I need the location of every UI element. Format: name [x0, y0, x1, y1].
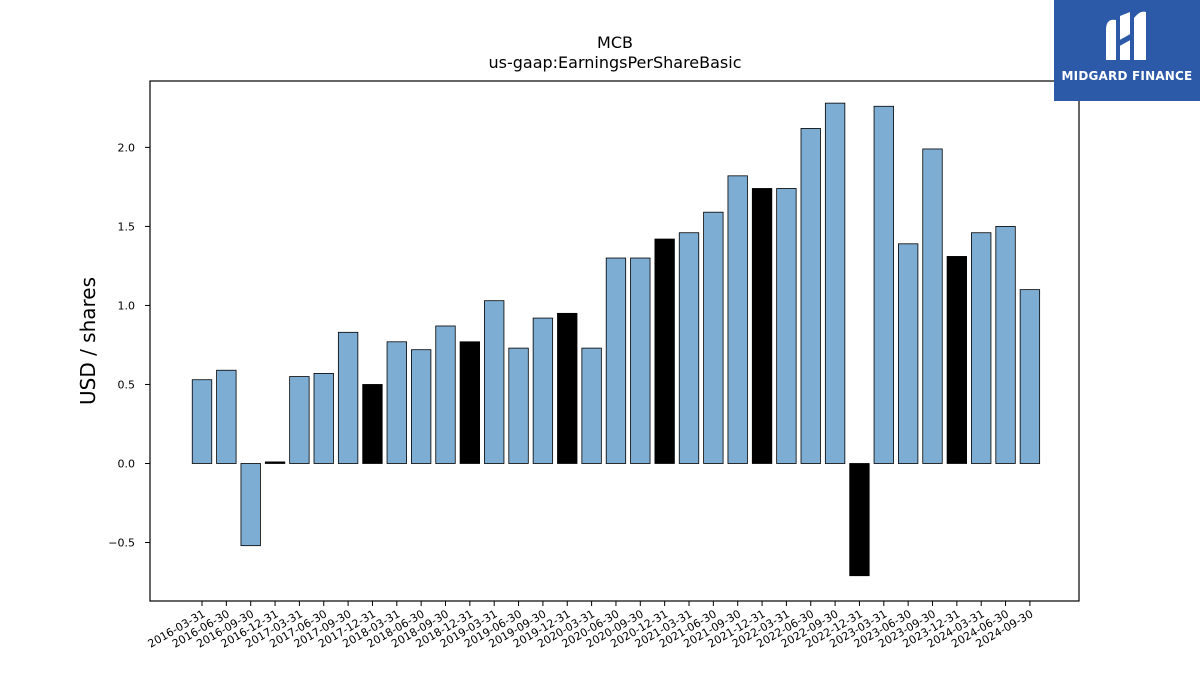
y-tick-label: −0.5 [108, 537, 135, 550]
bar-2016-06-30 [216, 369, 237, 464]
y-tick-label: 1.5 [118, 220, 136, 233]
bar-2023-06-30 [898, 243, 919, 464]
bar-2020-09-30 [630, 257, 651, 464]
y-axis-label: USD / shares [76, 277, 100, 405]
midgard-logo-icon [1106, 11, 1146, 61]
bar-2024-09-30 [1019, 289, 1041, 464]
bar-2022-06-30 [800, 128, 821, 464]
bar-2021-12-31 [751, 188, 773, 464]
plot-frame [149, 80, 1080, 602]
bar-2019-09-30 [532, 317, 554, 464]
bar-2021-03-31 [678, 232, 700, 464]
y-axis: −0.5 0.0 0.5 1.0 1.5 2.0 [108, 141, 150, 550]
y-tick-label: 0.5 [118, 378, 136, 391]
chart-title: MCB [597, 33, 633, 52]
bar-2021-06-30 [703, 211, 724, 464]
y-tick-label: 1.0 [118, 299, 136, 312]
y-tick-label: 2.0 [118, 141, 136, 154]
bar-2019-03-31 [484, 300, 505, 464]
bar-2024-06-30 [995, 226, 1016, 464]
logo-text: MIDGARD FINANCE [1061, 69, 1193, 83]
bar-2017-03-31 [289, 376, 310, 464]
bar-2017-09-30 [337, 331, 359, 464]
bar-2023-12-31 [946, 256, 967, 464]
bar-2021-09-30 [727, 175, 748, 464]
bar-2020-03-31 [581, 347, 602, 464]
bar-2016-03-31 [191, 379, 213, 464]
bar-2024-03-31 [971, 232, 992, 464]
bar-2023-09-30 [922, 148, 943, 464]
bar-2018-03-31 [386, 341, 407, 464]
bar-2016-12-31 [264, 461, 286, 464]
bar-2017-06-30 [313, 372, 334, 464]
bar-2018-09-30 [435, 325, 456, 464]
bar-2017-12-31 [362, 384, 383, 464]
midgard-finance-logo: MIDGARD FINANCE [1054, 0, 1200, 101]
bars-group [191, 102, 1041, 577]
bar-2018-06-30 [410, 349, 432, 464]
y-tick-label: 0.0 [118, 457, 136, 470]
bar-2018-12-31 [459, 341, 481, 464]
bar-2020-12-31 [654, 238, 675, 464]
x-axis: 2016-03-312016-06-302016-09-302016-12-31… [146, 601, 1035, 651]
bar-2019-06-30 [508, 347, 529, 464]
bar-2020-06-30 [605, 257, 627, 464]
bar-2023-03-31 [873, 105, 894, 464]
bar-2019-12-31 [557, 312, 578, 464]
bar-2022-09-30 [824, 102, 846, 464]
bar-2022-12-31 [849, 463, 870, 577]
bar-2022-03-31 [776, 188, 797, 464]
chart-subtitle: us-gaap:EarningsPerShareBasic [488, 53, 741, 72]
bar-2016-09-30 [240, 463, 261, 547]
